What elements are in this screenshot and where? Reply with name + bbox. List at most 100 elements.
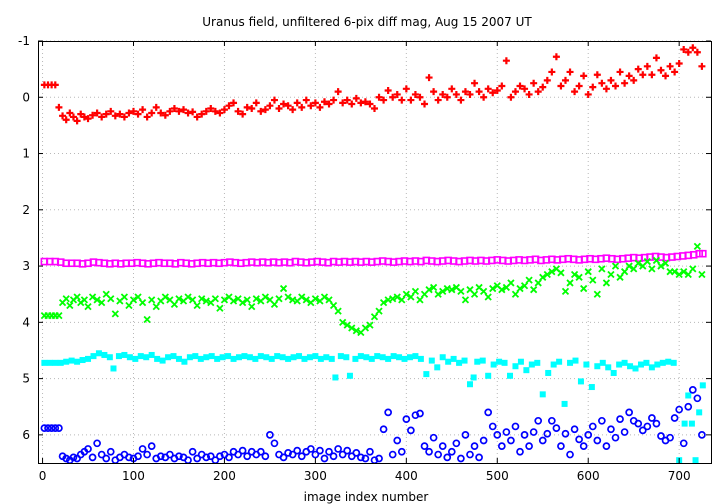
data-point xyxy=(85,355,92,362)
data-point xyxy=(434,364,441,371)
data-point xyxy=(627,363,634,370)
data-point xyxy=(429,433,438,442)
y-tick-label: 4 xyxy=(22,315,30,329)
data-point xyxy=(225,102,233,110)
data-point xyxy=(448,85,456,93)
data-point xyxy=(274,353,281,360)
data-point xyxy=(202,297,210,305)
data-point xyxy=(63,358,70,365)
data-point xyxy=(306,354,313,361)
data-point xyxy=(57,359,64,366)
data-point xyxy=(611,433,620,442)
data-point xyxy=(157,109,165,117)
data-point xyxy=(189,108,197,116)
data-point xyxy=(243,452,252,461)
data-point xyxy=(670,414,679,422)
data-point xyxy=(507,372,514,379)
data-point xyxy=(696,409,703,416)
data-point xyxy=(398,96,406,104)
data-point xyxy=(238,299,247,307)
data-point xyxy=(139,106,147,114)
data-point xyxy=(148,296,156,304)
data-point xyxy=(84,115,92,123)
data-point xyxy=(607,270,615,279)
data-point xyxy=(55,103,63,111)
x-tick-label: 400 xyxy=(395,469,418,483)
data-point xyxy=(311,99,319,107)
data-point xyxy=(306,445,315,453)
data-point xyxy=(297,452,306,461)
data-point xyxy=(598,265,606,273)
data-point xyxy=(211,107,219,115)
data-point xyxy=(44,424,52,432)
data-point xyxy=(84,445,92,453)
data-point xyxy=(311,295,320,303)
data-point xyxy=(280,100,288,108)
data-point xyxy=(371,105,378,113)
data-point xyxy=(588,384,595,391)
data-point xyxy=(175,355,182,362)
data-point xyxy=(375,454,383,463)
data-point xyxy=(102,454,111,463)
data-point xyxy=(170,105,178,113)
data-point xyxy=(51,424,60,432)
data-point xyxy=(256,447,265,456)
data-point xyxy=(420,442,429,450)
data-point xyxy=(652,256,661,265)
data-point xyxy=(470,374,477,381)
data-point xyxy=(320,293,329,301)
data-point xyxy=(268,355,275,362)
data-point xyxy=(666,62,674,70)
data-point xyxy=(184,293,192,301)
data-point xyxy=(152,103,160,111)
gridlines xyxy=(38,40,711,463)
data-point xyxy=(538,436,547,445)
data-point xyxy=(175,452,183,461)
data-point xyxy=(589,276,597,284)
plot-frame xyxy=(38,41,712,464)
data-point xyxy=(602,442,611,450)
data-point xyxy=(275,105,283,113)
data-point xyxy=(484,85,492,93)
data-point xyxy=(69,113,77,121)
data-point xyxy=(621,359,628,366)
data-point xyxy=(557,269,565,277)
data-point xyxy=(416,93,424,101)
data-point xyxy=(375,307,383,315)
data-point xyxy=(447,447,456,456)
data-point xyxy=(389,295,397,303)
data-point xyxy=(620,268,629,276)
data-point xyxy=(428,357,435,364)
data-point xyxy=(552,424,561,432)
data-point xyxy=(93,109,101,117)
data-point xyxy=(296,353,303,360)
data-point xyxy=(261,106,269,114)
data-point xyxy=(248,105,256,113)
data-point xyxy=(407,293,415,301)
data-point xyxy=(106,447,115,456)
data-point xyxy=(466,381,473,388)
data-point xyxy=(616,68,624,76)
data-point xyxy=(125,109,133,117)
data-point xyxy=(566,450,574,459)
y-tick-label: 0 xyxy=(22,90,30,104)
data-point xyxy=(661,259,670,267)
data-point xyxy=(230,99,238,107)
data-point xyxy=(88,453,97,462)
data-point xyxy=(323,354,330,361)
data-point xyxy=(293,446,302,455)
data-point xyxy=(384,87,392,95)
data-point xyxy=(652,54,660,62)
data-point xyxy=(461,296,470,304)
data-point xyxy=(198,110,206,118)
data-point xyxy=(402,290,410,298)
data-point xyxy=(337,353,344,360)
data-point xyxy=(202,453,211,462)
x-tick-label: 700 xyxy=(668,469,691,483)
data-point xyxy=(561,400,568,407)
data-point xyxy=(120,113,128,121)
data-point xyxy=(539,391,546,398)
data-point xyxy=(79,357,86,364)
data-point xyxy=(225,353,232,360)
data-point xyxy=(670,268,679,276)
